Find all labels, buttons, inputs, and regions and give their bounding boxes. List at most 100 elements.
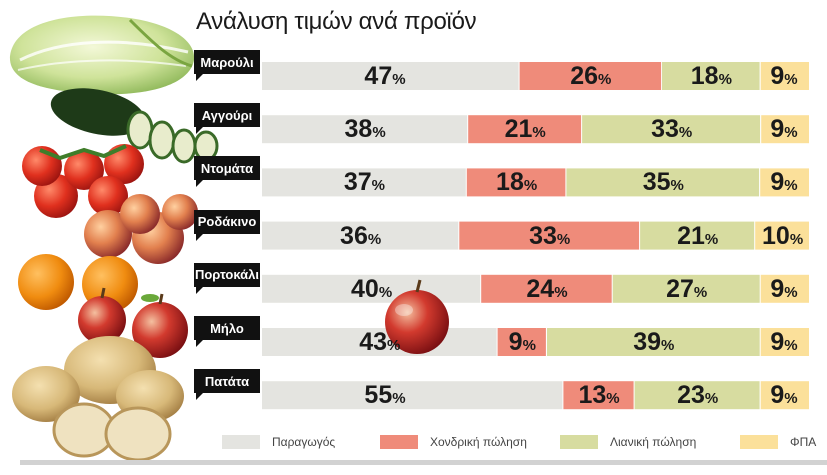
bar-segment-3 bbox=[640, 221, 755, 250]
value-label: 21% bbox=[505, 117, 546, 142]
value-number: 9 bbox=[770, 274, 785, 303]
value-label: 36% bbox=[340, 221, 381, 250]
value-number: 9 bbox=[770, 62, 785, 90]
bar-segment-1 bbox=[262, 221, 459, 250]
percent-sign: % bbox=[784, 390, 798, 408]
value-label: 9% bbox=[770, 64, 797, 89]
legend-label: Χονδρική πώληση bbox=[430, 435, 527, 449]
value-label: 40% bbox=[351, 274, 393, 303]
legend-label: Λιανική πώληση bbox=[610, 435, 697, 449]
bar-segment-1 bbox=[262, 62, 519, 90]
row-label: Αγγούρι bbox=[194, 103, 260, 135]
value-label: 35% bbox=[643, 170, 684, 195]
bottom-rule bbox=[20, 460, 827, 465]
percent-sign: % bbox=[784, 71, 798, 88]
value-label: 33% bbox=[529, 223, 571, 249]
bar-segment-1 bbox=[262, 381, 563, 410]
value-number: 9 bbox=[770, 115, 785, 144]
bar-segment-2 bbox=[466, 168, 566, 197]
percent-sign: % bbox=[523, 177, 538, 195]
value-label: 18% bbox=[691, 64, 732, 89]
legend-label: Παραγωγός bbox=[272, 435, 336, 449]
oranges-illustration bbox=[18, 254, 138, 312]
value-label: 38% bbox=[345, 117, 386, 142]
value-number: 39 bbox=[633, 328, 662, 356]
value-number: 36 bbox=[340, 221, 368, 250]
legend-item: Χονδρική πώληση bbox=[380, 434, 527, 450]
value-number: 18 bbox=[496, 168, 524, 197]
value-label: 47% bbox=[364, 64, 405, 89]
value-number: 47 bbox=[364, 62, 393, 90]
apples-illustration bbox=[78, 287, 188, 358]
value-label: 13% bbox=[578, 383, 619, 408]
percent-sign: % bbox=[678, 124, 693, 142]
legend-item: ΦΠΑ bbox=[740, 434, 816, 450]
percent-sign: % bbox=[606, 390, 620, 408]
bar-segment-2 bbox=[563, 381, 634, 410]
value-number: 38 bbox=[344, 115, 373, 144]
bar-segment-4 bbox=[760, 274, 809, 303]
row-label: Ντομάτα bbox=[194, 156, 260, 188]
bars-group bbox=[262, 62, 809, 410]
percent-sign: % bbox=[693, 283, 708, 301]
value-number: 43 bbox=[359, 328, 388, 356]
value-number: 33 bbox=[651, 115, 679, 144]
value-number: 35 bbox=[642, 168, 671, 197]
bar-segment-3 bbox=[662, 62, 760, 90]
percent-sign: % bbox=[718, 71, 732, 88]
percent-sign: % bbox=[598, 71, 612, 88]
value-label: 9% bbox=[770, 383, 797, 408]
value-label: 26% bbox=[570, 64, 611, 89]
value-label: 27% bbox=[666, 276, 708, 302]
bar-segment-4 bbox=[760, 168, 809, 197]
row-label: Πορτοκάλι bbox=[194, 262, 260, 294]
value-label: 9% bbox=[770, 330, 797, 355]
legend-swatch bbox=[222, 435, 260, 449]
percent-sign: % bbox=[378, 283, 393, 301]
value-label: 33% bbox=[651, 117, 692, 142]
percent-sign: % bbox=[387, 337, 401, 354]
percent-sign: % bbox=[554, 283, 568, 301]
bar-segment-1 bbox=[262, 328, 497, 356]
percent-sign: % bbox=[556, 230, 571, 248]
chart-title: Ανάλυση τιμών ανά προϊόν bbox=[196, 8, 477, 35]
potatoes-illustration bbox=[12, 336, 184, 462]
value-number: 40 bbox=[351, 274, 379, 303]
bar-segment-3 bbox=[547, 328, 760, 356]
peaches-illustration bbox=[84, 194, 198, 264]
legend-swatch bbox=[560, 435, 598, 449]
bar-segment-2 bbox=[459, 221, 640, 250]
tomatoes-illustration bbox=[22, 144, 144, 218]
legend-swatch bbox=[380, 435, 418, 449]
percent-sign: % bbox=[661, 337, 675, 354]
percent-sign: % bbox=[522, 337, 536, 354]
bar-segment-2 bbox=[497, 328, 546, 356]
value-number: 23 bbox=[677, 381, 705, 410]
percent-sign: % bbox=[371, 177, 385, 195]
value-number: 26 bbox=[570, 62, 599, 90]
value-number: 9 bbox=[508, 328, 523, 356]
value-number: 13 bbox=[578, 381, 607, 410]
value-label: 9% bbox=[770, 274, 798, 303]
bar-segment-4 bbox=[761, 115, 809, 144]
percent-sign: % bbox=[704, 390, 719, 408]
row-label: Πατάτα bbox=[194, 369, 260, 401]
apple-illustration bbox=[385, 279, 449, 354]
legend-swatch bbox=[740, 435, 778, 449]
percent-sign: % bbox=[372, 124, 386, 142]
percent-sign: % bbox=[670, 177, 684, 195]
percent-sign: % bbox=[784, 283, 798, 301]
bar-segment-4 bbox=[755, 221, 809, 250]
value-number: 55 bbox=[364, 381, 393, 410]
bar-segment-4 bbox=[760, 381, 809, 410]
percent-sign: % bbox=[784, 177, 798, 195]
value-number: 9 bbox=[770, 168, 785, 197]
value-label: 9% bbox=[509, 330, 536, 355]
value-label: 18% bbox=[496, 170, 537, 195]
value-label: 24% bbox=[526, 276, 568, 302]
percent-sign: % bbox=[532, 124, 546, 142]
bar-segment-3 bbox=[612, 274, 760, 303]
percent-sign: % bbox=[704, 230, 719, 248]
legend-item: Παραγωγός bbox=[222, 434, 335, 450]
